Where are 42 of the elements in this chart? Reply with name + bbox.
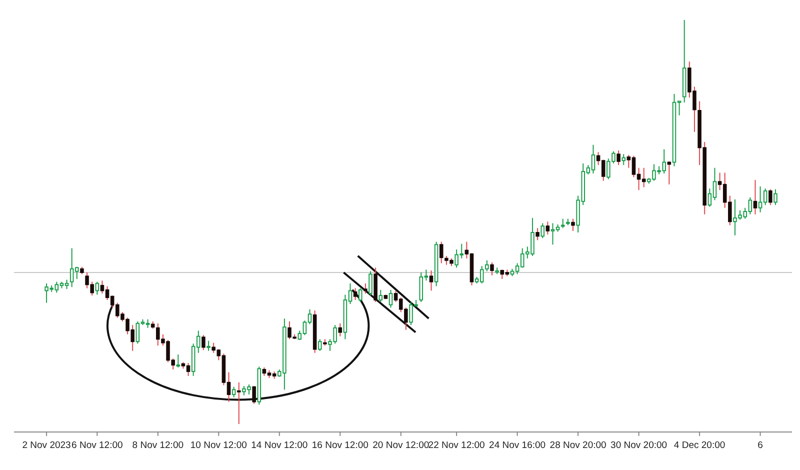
candlestick bbox=[560, 218, 565, 229]
x-tick-label: 16 Nov 12:00 bbox=[312, 440, 368, 451]
candlestick bbox=[338, 322, 342, 337]
candlestick bbox=[368, 270, 372, 296]
x-tick-label: 6 Nov 12:00 bbox=[72, 440, 123, 451]
candlestick bbox=[252, 386, 256, 404]
candlestick bbox=[622, 154, 626, 166]
x-tick-label: 4 Dec 20:00 bbox=[674, 440, 726, 451]
candlestick bbox=[206, 340, 210, 352]
candlestick bbox=[774, 188, 778, 206]
candlestick bbox=[490, 262, 494, 276]
candlestick bbox=[95, 281, 100, 296]
candlestick bbox=[571, 218, 575, 232]
x-tick-label: 14 Nov 12:00 bbox=[251, 440, 308, 451]
candlestick bbox=[546, 221, 550, 236]
x-tick-label: 24 Nov 16:00 bbox=[489, 440, 546, 451]
candlestick bbox=[378, 289, 383, 302]
candlestick bbox=[439, 241, 444, 264]
candlestick bbox=[429, 270, 434, 292]
candlestick bbox=[237, 382, 241, 424]
candlestick bbox=[667, 160, 672, 185]
candlestick bbox=[364, 282, 368, 294]
candlestick bbox=[358, 288, 362, 302]
x-tick-label: 22 Nov 12:00 bbox=[428, 440, 485, 451]
candlestick bbox=[753, 179, 758, 215]
x-tick-label: 6 bbox=[758, 440, 763, 451]
x-tick-label: 2 Nov 2023 bbox=[22, 440, 71, 451]
x-tick-label: 30 Nov 20:00 bbox=[610, 440, 668, 451]
candlestick bbox=[232, 386, 236, 398]
x-tick-label: 28 Nov 20:00 bbox=[550, 440, 606, 451]
candlestick bbox=[318, 338, 322, 352]
candlestick bbox=[768, 188, 772, 206]
candlestick bbox=[176, 354, 180, 368]
candlestick bbox=[388, 289, 393, 308]
candlestick bbox=[353, 288, 358, 300]
candlestick bbox=[540, 222, 545, 239]
x-tick-label: 20 Nov 12:00 bbox=[372, 440, 430, 451]
candlestick bbox=[536, 228, 540, 241]
candlestick bbox=[202, 334, 206, 351]
x-tick-label: 10 Nov 12:00 bbox=[190, 440, 247, 451]
candlestick bbox=[616, 150, 620, 166]
x-tick-label: 8 Nov 12:00 bbox=[132, 440, 184, 451]
